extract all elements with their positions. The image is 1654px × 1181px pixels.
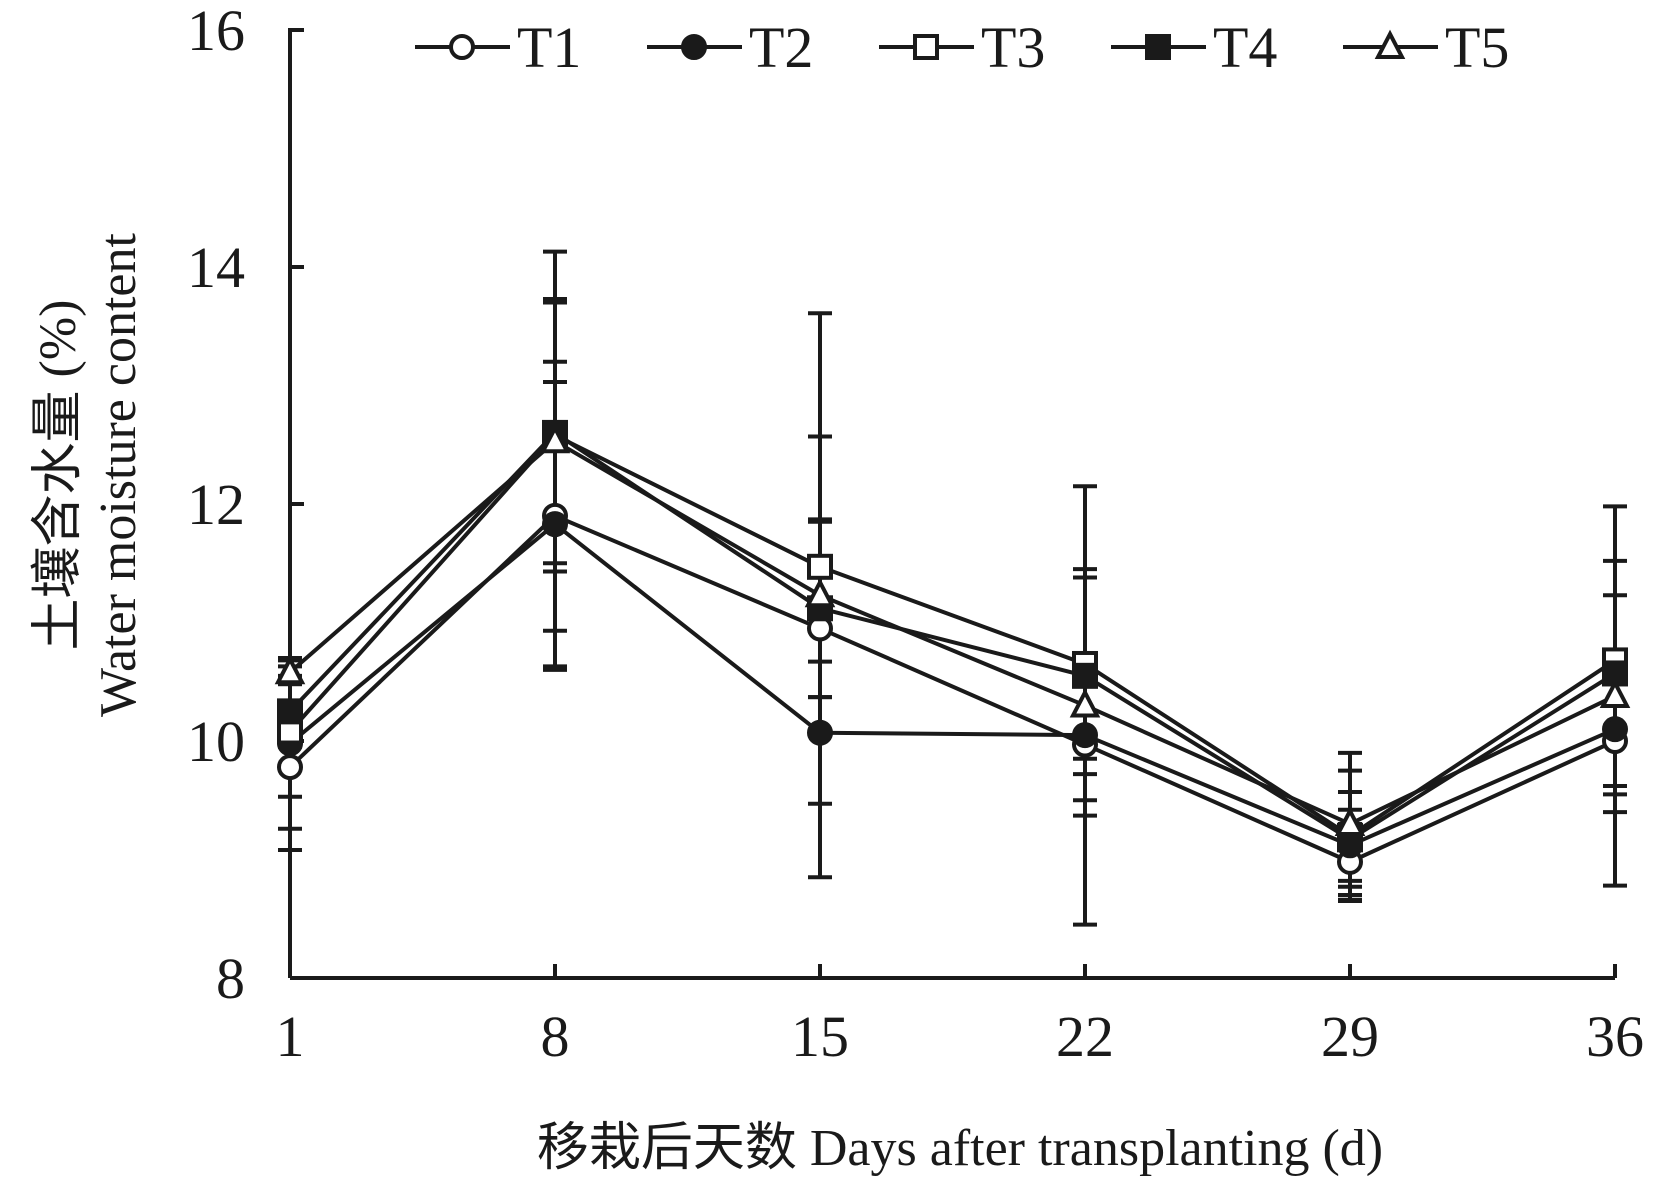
series-line-t2 bbox=[288, 522, 1616, 848]
legend-marker bbox=[449, 34, 475, 60]
data-point-t2 bbox=[1602, 716, 1628, 743]
y-tick-label: 12 bbox=[187, 472, 245, 537]
x-axis-title: 移栽后天数 Days after transplanting (d) bbox=[537, 1120, 1383, 1177]
x-tick-label: 22 bbox=[1056, 1004, 1114, 1069]
data-point-t4 bbox=[277, 698, 303, 725]
data-point-t2 bbox=[1072, 722, 1098, 749]
y-axis-title-en: Water moisture content bbox=[90, 233, 147, 717]
data-point-t4 bbox=[1072, 662, 1098, 689]
legend-marker bbox=[1374, 29, 1406, 59]
data-point-t5 bbox=[1599, 678, 1631, 708]
x-tick-label: 29 bbox=[1321, 1004, 1379, 1069]
data-point-t5 bbox=[539, 423, 571, 454]
series-markers bbox=[274, 419, 1631, 875]
data-point-t5 bbox=[804, 577, 836, 608]
x-tick-label: 1 bbox=[276, 1004, 305, 1069]
data-point-t1 bbox=[277, 754, 303, 781]
legend-label: T5 bbox=[1445, 15, 1509, 80]
data-point-t2 bbox=[542, 511, 568, 538]
x-tick-label: 8 bbox=[541, 1004, 570, 1069]
series-line-t5 bbox=[288, 439, 1616, 826]
legend-label: T3 bbox=[981, 15, 1045, 80]
y-tick-label: 16 bbox=[187, 0, 245, 63]
y-tick-label: 14 bbox=[187, 235, 245, 300]
x-tick-label: 15 bbox=[791, 1004, 849, 1069]
legend-marker bbox=[681, 34, 707, 60]
y-tick-label: 8 bbox=[216, 946, 245, 1011]
series-line-t1 bbox=[288, 513, 1616, 864]
y-tick-label: 10 bbox=[187, 709, 245, 774]
legend: T1 T2 T3 T4 T5 bbox=[415, 15, 1509, 80]
legend-marker bbox=[913, 34, 939, 60]
legend-label: T1 bbox=[517, 15, 581, 80]
y-axis-title-cn: 土壤含水量 (%) bbox=[30, 300, 87, 651]
legend-marker bbox=[1145, 34, 1171, 60]
legend-label: T2 bbox=[749, 15, 813, 80]
legend-label: T4 bbox=[1213, 15, 1277, 80]
data-point-t2 bbox=[807, 719, 833, 746]
series-line-t4 bbox=[288, 430, 1617, 842]
data-point-t5 bbox=[1069, 688, 1101, 718]
data-point-t5 bbox=[1334, 806, 1366, 836]
data-point-t5 bbox=[274, 654, 306, 685]
x-tick-label: 36 bbox=[1586, 1004, 1644, 1069]
data-point-t3 bbox=[807, 553, 833, 580]
series-lines bbox=[288, 430, 1617, 864]
series-line-t3 bbox=[288, 433, 1617, 838]
